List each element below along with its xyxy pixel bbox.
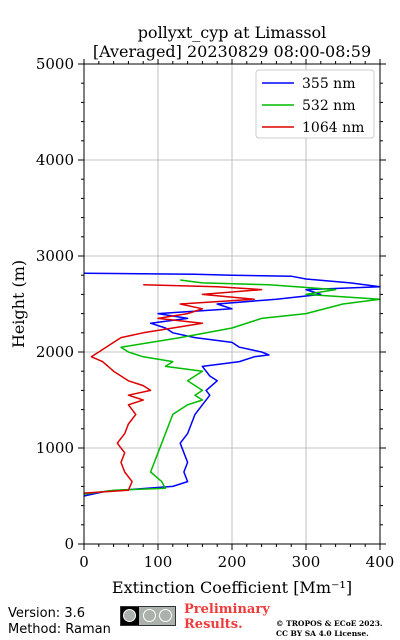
- y-tick-label: 0: [64, 535, 74, 553]
- sa-icon: [159, 609, 172, 622]
- legend-label: 532 nm: [302, 98, 355, 114]
- x-tick-label: 300: [292, 553, 321, 571]
- x-axis-label: Extinction Coefficient [Mm⁻¹]: [112, 578, 352, 597]
- y-tick-label: 5000: [36, 55, 74, 73]
- series-line-2: [83, 284, 263, 494]
- series-line-1: [83, 279, 381, 495]
- by-icon: [143, 609, 156, 622]
- y-tick-label: 1000: [36, 439, 74, 457]
- y-tick-label: 3000: [36, 247, 74, 265]
- method-text: Method: Raman: [8, 622, 111, 637]
- version-text: Version: 3.6: [8, 606, 85, 621]
- y-axis-label: Height (m): [9, 260, 28, 348]
- legend-box: [255, 69, 375, 139]
- cc-license-badge: [120, 606, 176, 626]
- x-tick-label: 100: [144, 553, 173, 571]
- chart-title-line1: pollyxt_cyp at Limassol: [138, 23, 327, 42]
- preliminary-line2: Results.: [184, 617, 243, 632]
- preliminary-line1: Preliminary: [184, 602, 270, 617]
- x-tick-label: 400: [366, 553, 395, 571]
- copyright-line2: CC BY SA 4.0 License.: [276, 629, 369, 638]
- x-tick-label: 200: [218, 553, 247, 571]
- plot-lines: [83, 272, 381, 497]
- legend-label: 1064 nm: [302, 120, 364, 136]
- y-tick-label: 2000: [36, 343, 74, 361]
- cc-icon: [123, 609, 136, 622]
- x-tick-label: 0: [79, 553, 89, 571]
- chart-title-line2: [Averaged] 20230829 08:00-08:59: [93, 42, 371, 61]
- legend: 355 nm 532 nm 1064 nm: [255, 69, 375, 139]
- preliminary-results-text: Preliminary Results.: [184, 602, 270, 632]
- copyright-line1: © TROPOS & ECoE 2023.: [276, 619, 383, 628]
- y-tick-label: 4000: [36, 151, 74, 169]
- legend-label: 355 nm: [302, 76, 355, 92]
- copyright-text: © TROPOS & ECoE 2023. CC BY SA 4.0 Licen…: [276, 619, 383, 639]
